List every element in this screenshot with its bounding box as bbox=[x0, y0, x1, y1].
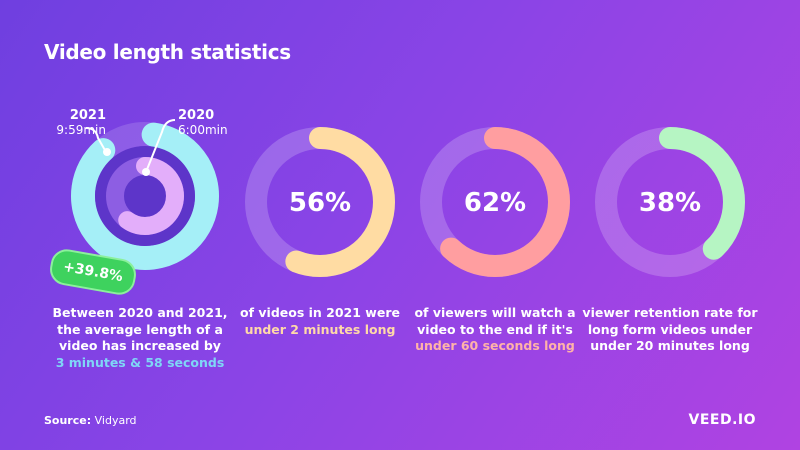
donut-arc bbox=[420, 127, 570, 277]
label-2021-year: 2021 bbox=[69, 108, 106, 123]
caption-highlight: under 2 minutes long bbox=[244, 321, 396, 337]
pointer-2021 bbox=[85, 127, 107, 153]
caption-4: viewer retention rate for long form vide… bbox=[580, 305, 760, 355]
veed-logo: VEED.IO bbox=[688, 412, 756, 428]
donut-value-label: 56% bbox=[289, 188, 351, 218]
label-2020-value: 6:00min bbox=[178, 123, 228, 137]
caption-2: of videos in 2021 were under 2 minutes l… bbox=[230, 305, 410, 338]
label-2020: 2020 6:00min bbox=[178, 108, 228, 138]
pointer-dot-2020 bbox=[142, 168, 150, 176]
caption-line: viewer retention rate for bbox=[582, 305, 758, 320]
caption-line: under 20 minutes long bbox=[590, 338, 750, 353]
label-2021: 2021 9:59min bbox=[56, 108, 106, 138]
donut-arc bbox=[595, 127, 745, 277]
label-2021-value: 9:59min bbox=[56, 123, 106, 137]
caption-line: video to the end if it's bbox=[417, 321, 573, 337]
source-label: Source: bbox=[44, 414, 92, 427]
caption-highlight: 3 minutes & 58 seconds bbox=[55, 354, 225, 370]
pointer-dot-2021 bbox=[103, 148, 111, 156]
donut-arc bbox=[245, 127, 395, 277]
source-value: Vidyard bbox=[94, 414, 137, 427]
caption-line: Between 2020 and 2021, bbox=[52, 305, 228, 320]
arc-2021 bbox=[71, 122, 219, 270]
label-2020-year: 2020 bbox=[178, 108, 215, 123]
caption-line: long form videos under bbox=[587, 321, 753, 337]
caption-line: of viewers will watch a bbox=[414, 305, 576, 320]
page-title: Video length statistics bbox=[44, 40, 291, 64]
caption-1: Between 2020 and 2021, the average lengt… bbox=[50, 305, 230, 371]
caption-line: the average length of a bbox=[57, 321, 223, 337]
pointer-2020 bbox=[145, 119, 176, 173]
caption-line: of videos in 2021 were bbox=[240, 305, 400, 320]
caption-line: video has increased by bbox=[59, 338, 221, 353]
donut-value-label: 38% bbox=[639, 188, 701, 218]
caption-highlight: under 60 seconds long bbox=[415, 338, 575, 353]
source: Source: Vidyard bbox=[44, 414, 137, 427]
arc-2020 bbox=[106, 157, 184, 235]
donut-value-label: 62% bbox=[464, 188, 526, 218]
caption-3: of viewers will watch a video to the end… bbox=[405, 305, 585, 355]
